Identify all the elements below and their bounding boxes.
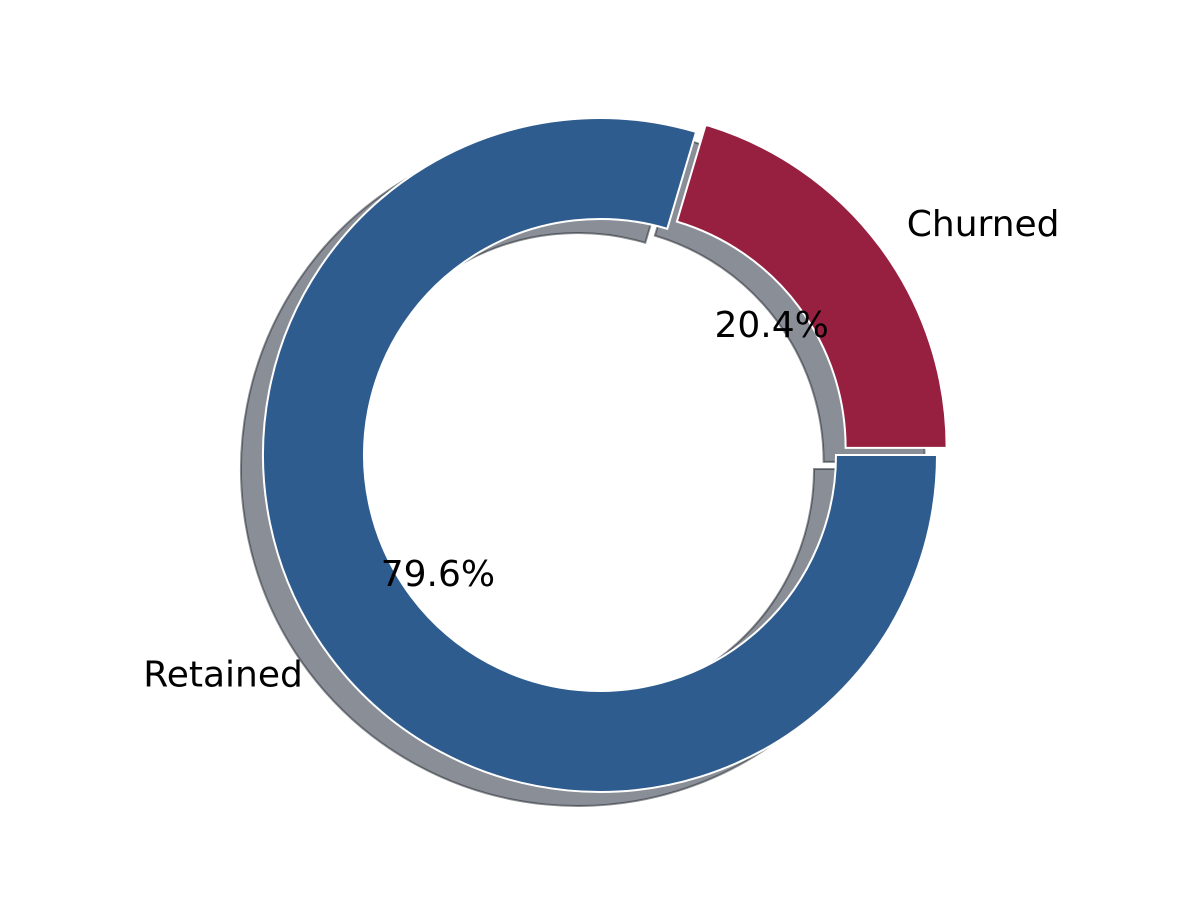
label-layer: Retained Churned 79.6% 20.4% [143, 204, 1059, 695]
slice-label-churned: Churned [907, 204, 1060, 245]
slice-churned [675, 123, 948, 449]
slice-layer [262, 117, 948, 793]
slice-label-retained: Retained [143, 655, 303, 696]
percent-label-retained: 79.6% [381, 554, 495, 595]
slice-retained [262, 117, 939, 793]
percent-label-churned: 20.4% [715, 305, 829, 346]
